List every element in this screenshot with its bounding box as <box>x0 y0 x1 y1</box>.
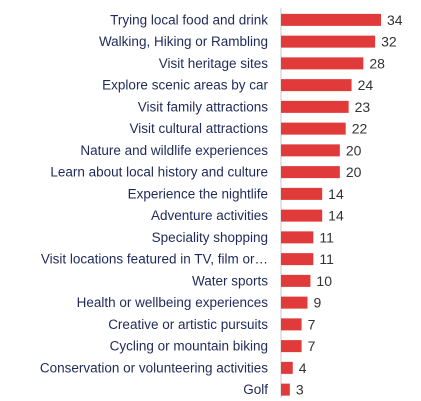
bar-13 <box>281 296 308 309</box>
bar-3 <box>281 79 352 92</box>
value-label-12: 10 <box>316 273 332 289</box>
value-label-8: 14 <box>328 186 344 202</box>
bar-6 <box>281 144 340 157</box>
category-label-17: Golf <box>243 382 268 397</box>
category-label-2: Visit heritage sites <box>159 56 269 71</box>
category-label-15: Cycling or mountain biking <box>110 339 268 354</box>
category-label-0: Trying local food and drink <box>110 12 268 27</box>
bar-0 <box>281 13 381 26</box>
category-label-13: Health or wellbeing experiences <box>77 295 269 310</box>
bars-group <box>281 13 381 396</box>
bar-1 <box>281 35 376 48</box>
category-label-3: Explore scenic areas by car <box>102 78 268 93</box>
category-label-4: Visit family attractions <box>138 99 269 114</box>
category-label-8: Experience the nightlife <box>128 186 268 201</box>
bar-8 <box>281 187 323 200</box>
bar-14 <box>281 318 302 331</box>
category-label-14: Creative or artistic pursuits <box>108 317 268 332</box>
category-label-16: Conservation or volunteering activities <box>40 360 268 375</box>
value-label-17: 3 <box>296 382 304 398</box>
category-label-11: Visit locations featured in TV, film or… <box>41 252 268 267</box>
value-label-15: 7 <box>308 338 316 354</box>
bar-16 <box>281 361 293 374</box>
bar-5 <box>281 122 346 135</box>
bar-4 <box>281 100 349 113</box>
value-label-4: 23 <box>355 99 371 115</box>
value-label-11: 11 <box>319 251 334 267</box>
value-label-0: 34 <box>387 12 403 28</box>
bar-2 <box>281 57 364 70</box>
value-label-2: 28 <box>369 55 385 71</box>
category-label-6: Nature and wildlife experiences <box>80 143 268 158</box>
bar-10 <box>281 231 314 244</box>
category-label-5: Visit cultural attractions <box>129 121 268 136</box>
category-label-9: Adventure activities <box>151 208 268 223</box>
category-label-10: Speciality shopping <box>152 230 268 245</box>
bar-11 <box>281 253 314 266</box>
bar-17 <box>281 383 290 396</box>
value-label-10: 11 <box>319 229 334 245</box>
bar-15 <box>281 340 302 353</box>
category-label-1: Walking, Hiking or Rambling <box>99 34 268 49</box>
bar-12 <box>281 274 311 287</box>
value-label-1: 32 <box>381 34 397 50</box>
value-label-16: 4 <box>299 360 307 376</box>
value-label-6: 20 <box>346 142 362 158</box>
value-label-5: 22 <box>352 121 368 137</box>
value-label-9: 14 <box>328 208 344 224</box>
bar-9 <box>281 209 323 222</box>
value-label-7: 20 <box>346 164 362 180</box>
category-label-7: Learn about local history and culture <box>50 165 268 180</box>
value-label-14: 7 <box>308 316 316 332</box>
value-label-13: 9 <box>313 295 321 311</box>
category-labels-group: Trying local food and drink Walking, Hiki… <box>40 12 269 397</box>
value-label-3: 24 <box>358 77 374 93</box>
category-label-12: Water sports <box>192 273 268 288</box>
bar-7 <box>281 166 340 179</box>
